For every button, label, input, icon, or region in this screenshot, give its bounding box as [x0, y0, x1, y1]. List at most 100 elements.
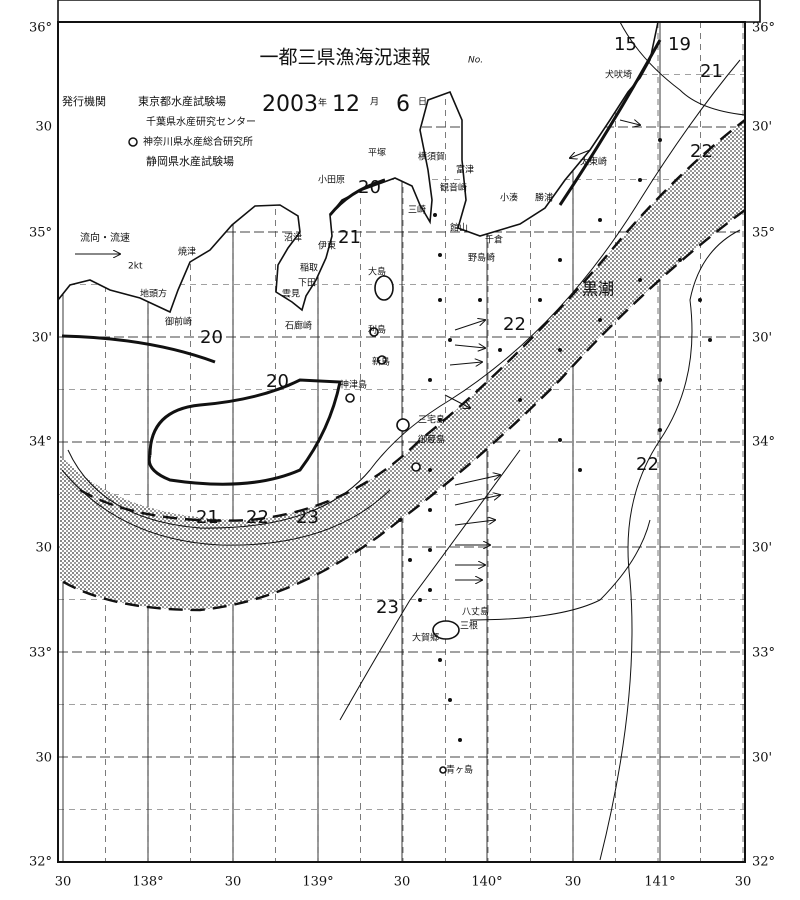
place-name: 大島 — [368, 266, 386, 278]
lat-label: 30' — [32, 331, 52, 346]
lon-label: 30 — [565, 875, 582, 890]
lon-label: 30 — [55, 875, 72, 890]
legend-label: 流向・流速 — [80, 231, 130, 244]
isotherm-label: 21 — [338, 227, 361, 248]
lat-label: 30' — [752, 751, 772, 766]
island — [432, 620, 460, 640]
station — [658, 378, 662, 382]
isotherm-label: 20 — [266, 371, 289, 392]
lat-label: 30 — [35, 120, 52, 135]
kuroshio-band — [60, 120, 745, 610]
issuer-org: 千葉県水産研究センター — [146, 115, 256, 128]
current-label: 黒潮 — [582, 280, 614, 299]
place-name: 富津 — [456, 164, 474, 176]
date-day-unit: 日 — [418, 97, 427, 108]
lon-label: 30 — [225, 875, 242, 890]
map-frame — [57, 21, 746, 863]
place-name: 平塚 — [368, 148, 386, 159]
place-name: 小田原 — [318, 175, 345, 186]
lon-label: 30 — [735, 875, 752, 890]
place-name: 野島崎 — [468, 252, 495, 264]
lon-label: 141° — [644, 875, 675, 890]
lat-label: 33° — [752, 646, 775, 661]
place-name: 青ヶ島 — [446, 764, 473, 776]
island — [377, 355, 387, 365]
station — [438, 298, 442, 302]
place-name: 稲取 — [300, 262, 318, 274]
place-name: 勝浦 — [535, 192, 553, 204]
station — [658, 138, 662, 142]
island — [396, 418, 410, 432]
date-day: 6 — [396, 92, 410, 117]
date-year: 2003 — [262, 92, 318, 117]
lon-label: 138° — [132, 875, 163, 890]
lon-label: 139° — [302, 875, 333, 890]
isotherm — [61, 334, 216, 364]
place-name: 神津島 — [340, 379, 367, 391]
map-title: 一都三県漁海況速報 — [259, 47, 430, 69]
station — [428, 588, 432, 592]
isotherm-label: 22 — [690, 141, 713, 162]
place-name: 沼津 — [284, 233, 302, 244]
lat-label: 34° — [752, 435, 775, 450]
isotherm-label: 21 — [700, 61, 723, 82]
lat-label: 30' — [752, 331, 772, 346]
station — [408, 558, 412, 562]
grid — [58, 22, 745, 862]
island — [411, 462, 421, 472]
isotherm-label: 20 — [358, 177, 381, 198]
date-month: 12 — [332, 92, 360, 117]
place-name: 八丈島 — [462, 606, 489, 618]
lat-label: 35° — [752, 226, 775, 241]
place-name: 石廊崎 — [285, 320, 312, 332]
station — [658, 428, 662, 432]
station — [638, 278, 642, 282]
lat-label: 36° — [29, 21, 52, 36]
station — [438, 658, 442, 662]
station — [398, 518, 402, 522]
station — [438, 418, 442, 422]
lat-label: 36° — [752, 21, 775, 36]
place-name: 館山 — [450, 222, 468, 234]
place-name: 大賀郷 — [412, 632, 439, 644]
station — [418, 598, 422, 602]
isotherm — [339, 449, 521, 721]
place-name: 新島 — [372, 356, 390, 368]
island — [439, 766, 447, 774]
date-year-unit: 年 — [318, 97, 327, 109]
isotherm — [67, 59, 741, 529]
isotherm-label: 22 — [503, 314, 526, 335]
place-name: 雲見 — [282, 289, 300, 300]
station — [518, 398, 522, 402]
station — [428, 508, 432, 512]
lon-label: 140° — [471, 875, 502, 890]
island — [345, 393, 355, 403]
place-name: 御前崎 — [165, 316, 192, 328]
lat-label: 30' — [752, 120, 772, 135]
station — [538, 298, 542, 302]
place-name: 地頭方 — [140, 288, 167, 300]
station — [448, 698, 452, 702]
station — [708, 338, 712, 342]
isotherm-label: 23 — [296, 507, 319, 528]
station — [678, 258, 682, 262]
island — [374, 275, 394, 301]
isotherm-label: 22 — [636, 454, 659, 475]
isotherm-label: 19 — [668, 34, 691, 55]
station — [458, 738, 462, 742]
place-name: 御蔵島 — [418, 434, 445, 446]
place-name: 小湊 — [500, 192, 518, 204]
station — [598, 218, 602, 222]
issuer-org: 静岡県水産試験場 — [146, 154, 234, 168]
lat-label: 30' — [752, 541, 772, 556]
date-month-unit: 月 — [370, 97, 379, 108]
issuer-org: 東京都水産試験場 — [138, 94, 226, 108]
station — [433, 213, 437, 217]
station — [428, 378, 432, 382]
isotherm — [328, 178, 386, 216]
place-name: 三根 — [460, 620, 478, 632]
station — [428, 468, 432, 472]
isotherm — [599, 229, 741, 861]
lat-label: 32° — [752, 855, 775, 870]
isotherm — [619, 21, 746, 116]
